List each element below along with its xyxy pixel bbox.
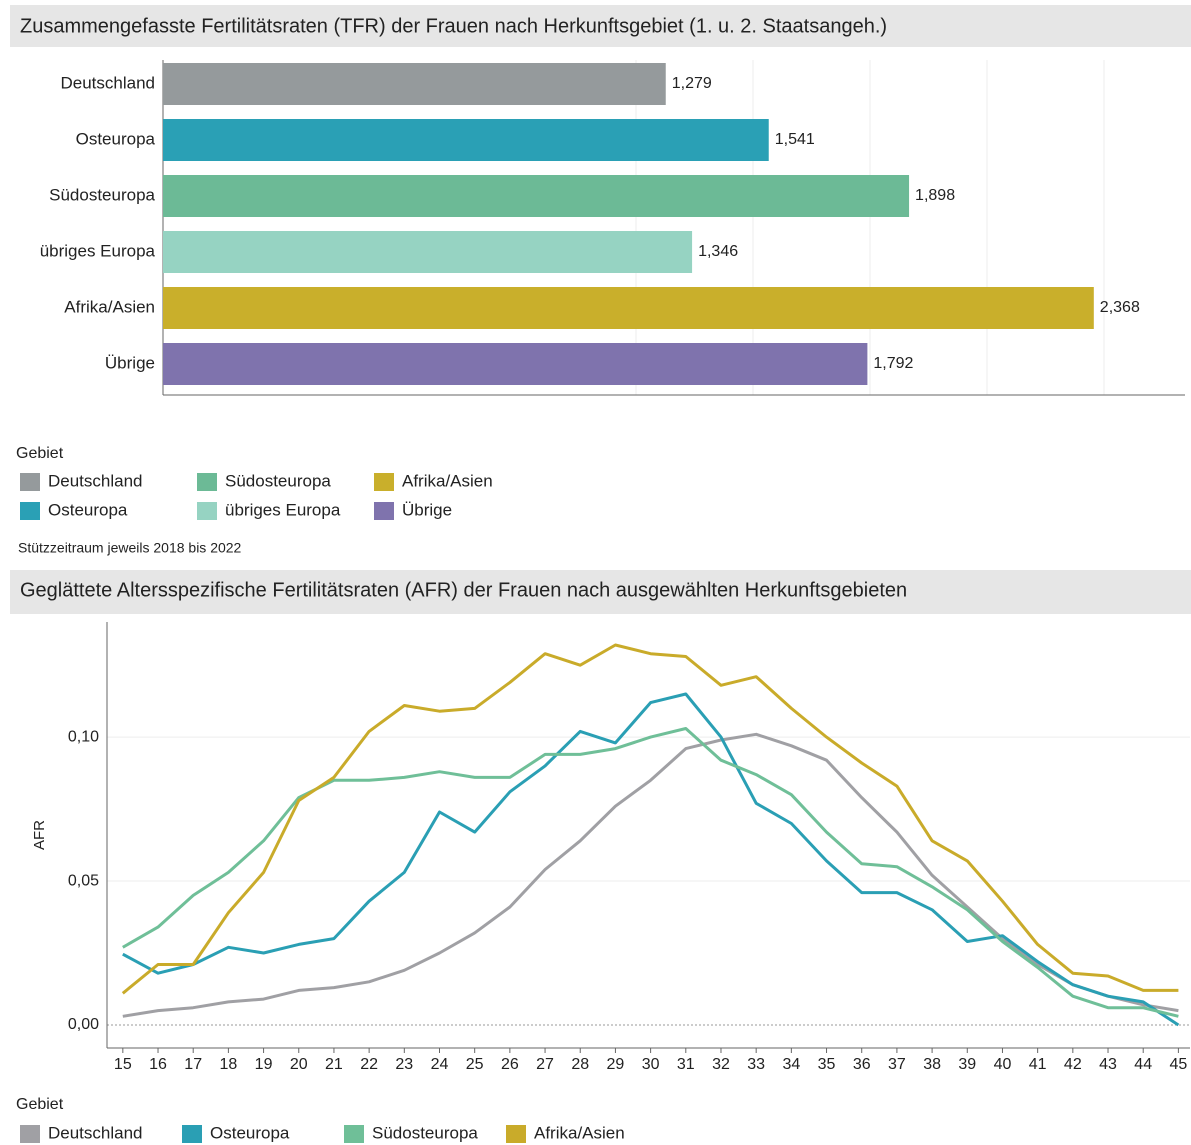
x-tick-label: 31 [677, 1056, 695, 1073]
x-tick-label: 23 [395, 1056, 413, 1073]
x-tick-label: 19 [255, 1056, 273, 1073]
line-series [122, 692, 1180, 1027]
legend-swatch [20, 473, 40, 491]
x-tick-label: 27 [536, 1056, 554, 1073]
y-tick-label: 0,05 [68, 872, 99, 889]
category-label: Übrige [105, 353, 155, 372]
legend-swatch [20, 1125, 40, 1143]
y-tick-label: 0,10 [68, 728, 99, 745]
value-label: 1,541 [775, 131, 815, 148]
x-tick-label: 30 [642, 1056, 660, 1073]
x-tick-label: 22 [360, 1056, 378, 1073]
x-tick-label: 21 [325, 1056, 343, 1073]
legend-label: Übrige [402, 500, 452, 519]
chart-title: Zusammengefasste Fertilitätsraten (TFR) … [20, 15, 887, 37]
value-label: 1,279 [672, 75, 712, 92]
value-label: 1,898 [915, 187, 955, 204]
legend-label: Osteuropa [48, 500, 128, 519]
x-tick-label: 36 [853, 1056, 871, 1073]
note: Stützzeitraum jeweils 2018 bis 2022 [18, 540, 242, 556]
legend-title: Gebiet [16, 445, 64, 462]
title-bar [10, 570, 1191, 614]
x-tick-label: 25 [466, 1056, 484, 1073]
x-tick-label: 33 [747, 1056, 765, 1073]
category-label: übriges Europa [40, 241, 156, 260]
category-label: Südosteuropa [49, 185, 155, 204]
y-axis-label: AFR [31, 820, 48, 850]
x-tick-label: 17 [184, 1056, 202, 1073]
x-tick-label: 26 [501, 1056, 519, 1073]
x-tick-label: 32 [712, 1056, 730, 1073]
legend-label: übriges Europa [225, 500, 341, 519]
x-tick-label: 43 [1099, 1056, 1117, 1073]
x-tick-label: 34 [782, 1056, 800, 1073]
x-tick-label: 37 [888, 1056, 906, 1073]
x-tick-label: 44 [1134, 1056, 1152, 1073]
value-label: 2,368 [1100, 299, 1140, 316]
y-tick-label: 0,00 [68, 1016, 99, 1033]
legend-swatch [197, 502, 217, 520]
bar [163, 63, 666, 105]
legend-title: Gebiet [16, 1096, 64, 1113]
x-tick-label: 42 [1064, 1056, 1082, 1073]
legend-swatch [344, 1125, 364, 1143]
legend-label: Afrika/Asien [402, 471, 493, 490]
legend-swatch [374, 502, 394, 520]
x-tick-label: 15 [114, 1056, 132, 1073]
line-series [122, 732, 1179, 1018]
category-label: Osteuropa [76, 129, 156, 148]
legend-label: Deutschland [48, 1123, 143, 1142]
x-tick-label: 29 [607, 1056, 625, 1073]
bar [163, 287, 1094, 329]
x-tick-label: 24 [431, 1056, 449, 1073]
line-series [122, 727, 1179, 1018]
legend-swatch [182, 1125, 202, 1143]
x-tick-label: 20 [290, 1056, 308, 1073]
legend-label: Afrika/Asien [534, 1123, 625, 1142]
x-tick-label: 35 [818, 1056, 836, 1073]
legend-label: Südosteuropa [225, 471, 331, 490]
bar [163, 175, 910, 217]
x-tick-label: 38 [923, 1056, 941, 1073]
value-label: 1,346 [698, 243, 738, 260]
x-tick-label: 18 [219, 1056, 237, 1073]
legend-swatch [197, 473, 217, 491]
category-label: Deutschland [60, 73, 155, 92]
legend-swatch [374, 473, 394, 491]
legend-swatch [20, 502, 40, 520]
title-bar [10, 5, 1191, 47]
legend-label: Südosteuropa [372, 1123, 478, 1142]
bar [163, 343, 868, 385]
bar [163, 119, 769, 161]
x-tick-label: 41 [1029, 1056, 1047, 1073]
bar [163, 231, 693, 273]
value-label: 1,792 [873, 355, 913, 372]
x-tick-label: 16 [149, 1056, 167, 1073]
x-tick-label: 39 [958, 1056, 976, 1073]
x-tick-label: 45 [1169, 1056, 1187, 1073]
x-tick-label: 40 [994, 1056, 1012, 1073]
legend-label: Osteuropa [210, 1123, 290, 1142]
x-tick-label: 28 [571, 1056, 589, 1073]
legend-swatch [506, 1125, 526, 1143]
category-label: Afrika/Asien [64, 297, 155, 316]
legend-label: Deutschland [48, 471, 143, 490]
chart-title: Geglättete Altersspezifische Fertilitäts… [20, 579, 907, 601]
line-series [121, 643, 1179, 995]
